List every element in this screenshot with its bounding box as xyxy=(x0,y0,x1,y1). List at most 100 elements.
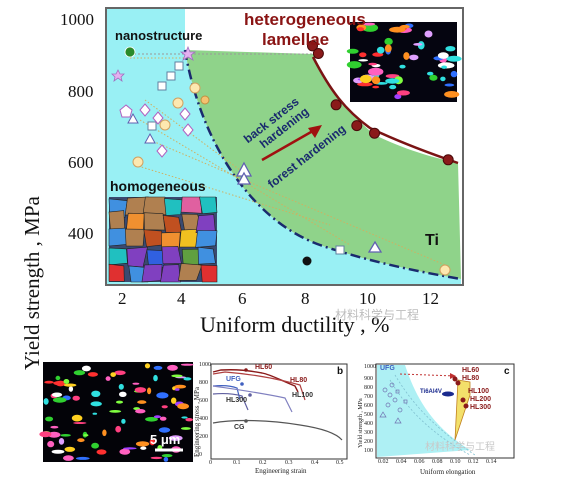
x-tick-8: 8 xyxy=(301,289,310,308)
grain xyxy=(110,372,116,377)
lamellae-point xyxy=(312,48,324,59)
grain xyxy=(135,441,150,447)
curve-hl100 xyxy=(212,385,293,413)
label-ufg: UFG xyxy=(226,376,241,383)
homogeneous-label: homogeneous xyxy=(110,178,206,194)
x-tick-4: 4 xyxy=(177,289,186,308)
pentagon-marker xyxy=(119,104,133,118)
tick-label: 0.12 xyxy=(468,459,479,465)
tick-label: 0.1 xyxy=(233,460,241,466)
grain xyxy=(140,446,147,450)
grain xyxy=(385,78,400,84)
diamond-marker xyxy=(182,123,194,137)
grain xyxy=(108,247,128,266)
grain xyxy=(177,403,190,410)
grain xyxy=(450,70,458,78)
black-marker xyxy=(302,256,312,266)
label-hl60: HL60 xyxy=(255,364,273,371)
lamellae-point xyxy=(330,99,342,111)
square-marker xyxy=(147,121,157,131)
grain xyxy=(142,196,167,216)
microstructure-top-right xyxy=(346,22,462,102)
grain xyxy=(446,55,462,62)
grain xyxy=(403,52,410,60)
tick-label: 600 xyxy=(364,403,373,409)
panel-b-letter: b xyxy=(337,366,344,377)
tick-label: 0 xyxy=(209,460,212,466)
circle-marker xyxy=(172,97,184,109)
triangle-marker xyxy=(367,240,383,253)
square-marker xyxy=(157,81,167,91)
grain xyxy=(132,382,140,385)
grain xyxy=(91,442,99,449)
grain xyxy=(357,82,373,87)
diamond-marker xyxy=(156,144,168,158)
tick-label: 0.06 xyxy=(414,459,425,465)
tick-label: 500 xyxy=(364,412,373,418)
tick-label: 800 xyxy=(364,385,373,391)
grain xyxy=(180,363,194,366)
grain xyxy=(149,438,155,446)
y-tick-1000: 1000 xyxy=(60,10,94,29)
x-tick-6: 6 xyxy=(238,289,247,308)
circle-marker xyxy=(132,156,144,168)
grain xyxy=(171,397,177,404)
grain xyxy=(64,446,76,452)
ti6al4v-marker xyxy=(442,391,454,397)
grain xyxy=(87,372,98,377)
circle-marker xyxy=(200,95,210,105)
grain xyxy=(197,246,216,265)
grain xyxy=(171,374,183,378)
grain xyxy=(441,65,447,69)
label-cg: CG xyxy=(234,424,245,431)
panel-b xyxy=(210,363,348,460)
lamellae-point xyxy=(307,40,318,52)
grain xyxy=(52,397,67,403)
lamellae-point xyxy=(442,154,454,166)
grain xyxy=(199,196,218,214)
grain xyxy=(115,425,122,433)
panel-c-yellow-region xyxy=(454,379,471,441)
tick-label: 0.14 xyxy=(486,459,497,465)
grain xyxy=(162,215,183,233)
grain xyxy=(147,387,152,395)
grain xyxy=(114,370,126,376)
grain xyxy=(413,43,423,46)
label-c-hl80: HL80 xyxy=(462,375,480,382)
grain xyxy=(168,435,183,441)
grain xyxy=(368,62,377,66)
grain xyxy=(362,22,376,26)
grain xyxy=(73,370,86,376)
panel-c-xlabel: Uniform elongation xyxy=(420,468,476,476)
grain xyxy=(161,405,168,409)
triangle-marker xyxy=(127,112,139,124)
grain xyxy=(153,415,162,419)
grain xyxy=(153,365,163,370)
panel-b-xlabel: Engineering strain xyxy=(255,467,307,475)
grain xyxy=(51,449,65,454)
homogeneous-markers xyxy=(111,45,451,276)
grain xyxy=(81,365,91,372)
tick-label: 1000 xyxy=(364,364,376,370)
tick-label: 800 xyxy=(199,380,208,386)
tick-label: 0.10 xyxy=(450,459,461,465)
grain xyxy=(105,376,111,381)
heterogeneous-label: heterogeneous xyxy=(244,10,366,29)
microstructure-homogeneous xyxy=(108,196,218,283)
x-tick-10: 10 xyxy=(359,289,376,308)
panel-c xyxy=(375,363,515,459)
lamellae-points xyxy=(307,40,454,166)
grain xyxy=(396,90,410,96)
grain xyxy=(141,264,163,283)
grain xyxy=(135,409,146,414)
curve-cg xyxy=(212,419,343,441)
grain xyxy=(137,400,147,404)
grain xyxy=(143,212,166,231)
tick-label: 0.08 xyxy=(432,459,443,465)
grain xyxy=(44,380,54,384)
tick-label: 600 xyxy=(199,398,208,404)
grain xyxy=(164,198,185,216)
grain xyxy=(200,264,218,283)
lamellae-point xyxy=(369,127,380,139)
circle-marker xyxy=(439,264,451,276)
